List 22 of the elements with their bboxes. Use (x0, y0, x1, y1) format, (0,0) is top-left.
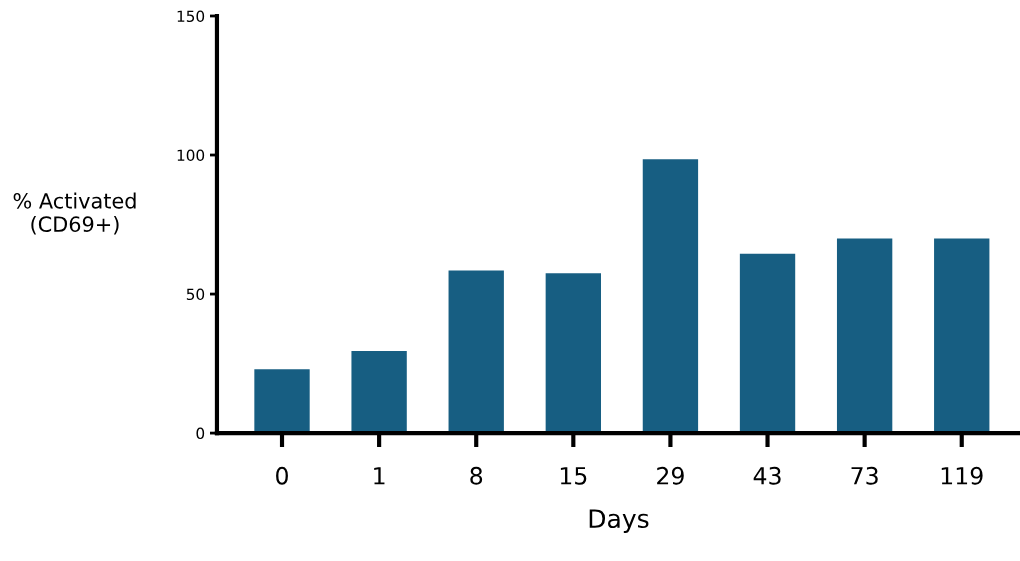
bar (836, 238, 893, 434)
x-tick-label: 8 (470, 466, 483, 485)
x-tick-label: 119 (941, 466, 983, 485)
bar (642, 159, 699, 434)
bar (254, 369, 310, 434)
x-tick-label: 1 (374, 467, 385, 485)
x-axis-title: Days (589, 509, 649, 533)
y-axis-title: % Activated (CD69+) (13, 192, 136, 235)
bar (351, 351, 407, 434)
x-tick-label: 43 (753, 466, 781, 485)
bar (934, 238, 990, 434)
y-tick-label: 50 (186, 288, 205, 301)
bar (739, 253, 796, 434)
bar (448, 270, 504, 434)
y-tick-label: 150 (177, 10, 205, 23)
y-tick-label: 100 (177, 149, 205, 162)
bar (545, 273, 601, 434)
x-tick-label: 15 (560, 467, 587, 485)
x-tick-label: 29 (657, 466, 684, 485)
x-tick-label: 73 (851, 466, 878, 485)
y-tick-label: 0 (196, 427, 205, 440)
x-tick-label: 0 (276, 466, 288, 485)
